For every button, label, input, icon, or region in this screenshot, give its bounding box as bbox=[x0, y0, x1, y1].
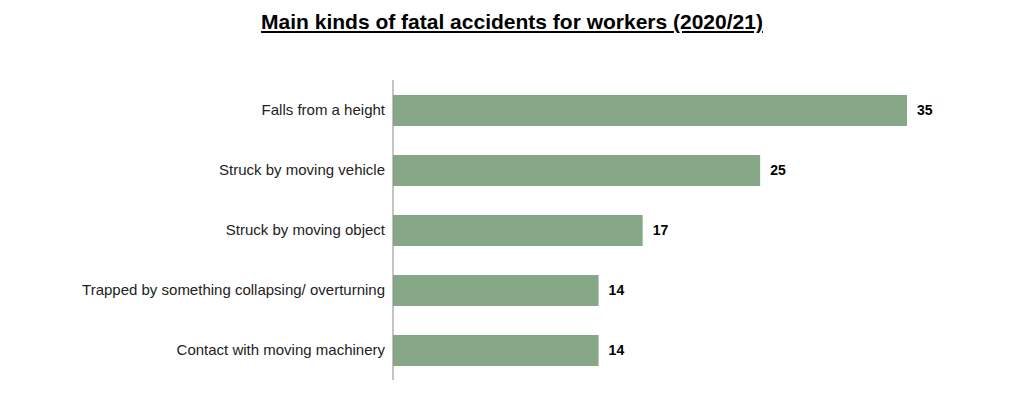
svg-text:17: 17 bbox=[653, 222, 669, 238]
svg-text:14: 14 bbox=[609, 282, 625, 298]
html-text:Main kinds of fatal accidents: Main kinds of fatal accidents for worker… bbox=[261, 10, 763, 33]
svg-text:Struck by moving vehicle: Struck by moving vehicle bbox=[219, 161, 385, 178]
svg-text:25: 25 bbox=[770, 162, 786, 178]
svg-text:Falls from a height: Falls from a height bbox=[262, 101, 386, 118]
svg-text:Struck by moving object: Struck by moving object bbox=[226, 221, 386, 238]
svg-text:35: 35 bbox=[917, 102, 933, 118]
svg-text:14: 14 bbox=[609, 342, 625, 358]
svg-text:Contact with moving machinery: Contact with moving machinery bbox=[177, 341, 386, 358]
svg-text:Trapped by something collapsin: Trapped by something collapsing/ overtur… bbox=[82, 281, 385, 298]
